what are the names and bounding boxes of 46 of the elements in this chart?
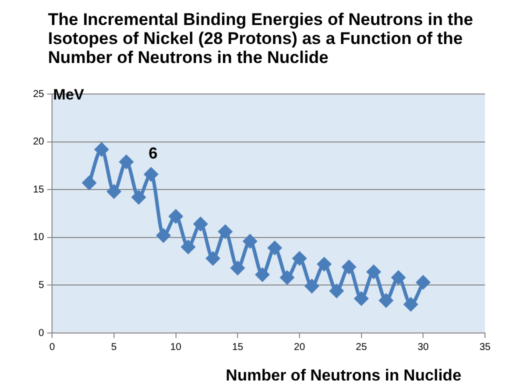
x-axis-title: Number of Neutrons in Nuclide	[226, 367, 462, 384]
point	[107, 184, 121, 198]
point	[169, 210, 183, 224]
point	[181, 240, 195, 254]
point	[416, 276, 430, 290]
point	[206, 252, 220, 266]
point	[366, 265, 380, 279]
point	[156, 228, 170, 242]
point	[330, 284, 344, 298]
x-tick-label: 15	[232, 342, 244, 353]
x-tick-label: 20	[294, 342, 306, 353]
point	[230, 261, 244, 275]
y-tick-label: 25	[33, 88, 45, 100]
point	[317, 257, 331, 271]
y-tick-label: 15	[33, 184, 45, 196]
y-tick-label: 10	[33, 232, 45, 244]
point	[132, 190, 146, 204]
point	[256, 268, 270, 282]
y-tick-label: 0	[38, 328, 45, 339]
point	[305, 279, 319, 293]
point	[144, 168, 158, 182]
y-axis-title: MeV	[53, 86, 84, 104]
point	[120, 155, 134, 169]
point	[82, 176, 96, 190]
point	[268, 241, 282, 255]
x-tick-label: 10	[170, 342, 182, 353]
annotation: 6	[148, 146, 158, 163]
point	[218, 224, 232, 238]
chart-title: The Incremental Binding Energies of Neutrons in the Isotopes of Nickel (28 Protons) as a Function of the Number of Neutrons in the Nuclide	[48, 10, 474, 67]
point	[292, 252, 306, 266]
point	[194, 217, 208, 231]
point	[280, 270, 294, 284]
x-tick-label: 5	[111, 342, 118, 353]
point	[354, 292, 368, 306]
point	[94, 142, 108, 156]
y-tick-label: 5	[38, 280, 45, 291]
point	[243, 234, 257, 248]
x-tick-label: 35	[479, 342, 491, 353]
y-tick-label: 20	[33, 136, 45, 148]
point	[379, 294, 393, 308]
point	[342, 260, 356, 274]
point	[404, 298, 418, 312]
x-tick-label: 0	[49, 342, 56, 353]
point	[392, 270, 406, 284]
x-tick-label: 30	[418, 342, 430, 353]
x-tick-label: 25	[356, 342, 368, 353]
